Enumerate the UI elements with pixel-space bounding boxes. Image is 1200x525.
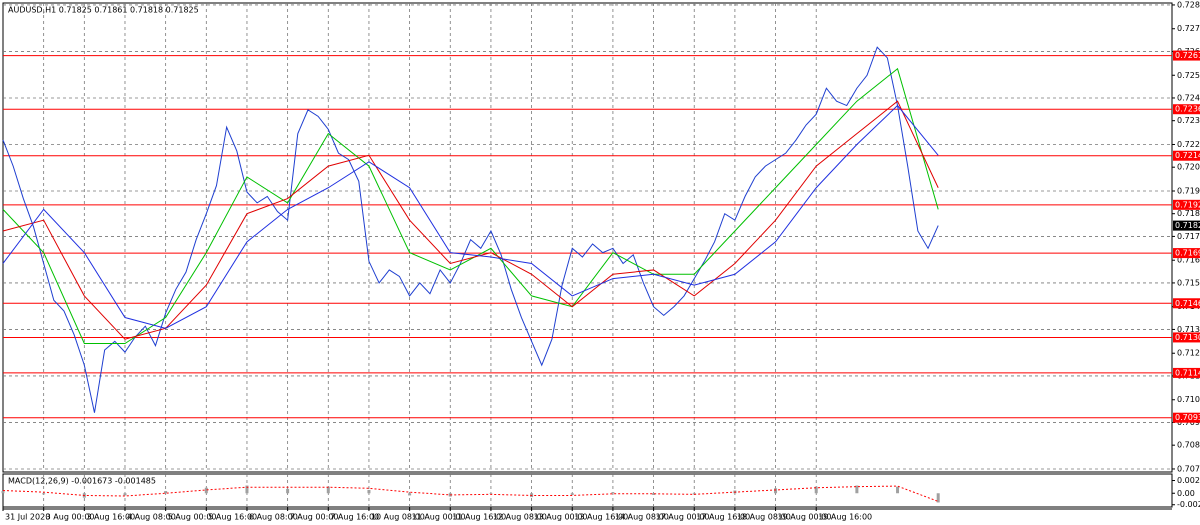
y-tick-label: 0.70700 (1177, 464, 1200, 473)
x-tick-label: 3 Aug 16:00 (86, 513, 135, 522)
level-label-box (1173, 332, 1200, 343)
level-label-box (1173, 298, 1200, 309)
y-tick-label: 0.71020 (1177, 395, 1200, 404)
level-label: 0.70937 (1175, 413, 1200, 422)
y-tick-label: 0.71345 (1177, 325, 1200, 334)
y-tick-label: 0.72415 (1177, 93, 1200, 102)
macd-title: MACD(12,26,9) -0.001673 -0.001485 (8, 477, 156, 486)
x-tick-label: 18 Aug 08:00 (737, 513, 791, 522)
macd-bar (936, 493, 940, 503)
y-tick-label: 0.72520 (1177, 71, 1200, 80)
y-tick-label: 0.71880 (1177, 209, 1200, 218)
level-label: 0.71144 (1175, 368, 1200, 377)
chart-title: AUDUSD,H1 0.71825 0.71861 0.71818 0.7182… (8, 6, 199, 15)
x-tick-label: 3 Aug 00:00 (46, 513, 95, 522)
level-label-box (1173, 367, 1200, 378)
current-price-label: 0.71825 (1175, 221, 1200, 230)
x-tick-label: 13 Aug 16:00 (574, 513, 628, 522)
x-tick-label: 6 Aug 08:00 (249, 513, 298, 522)
level-label-box (1173, 248, 1200, 259)
macd-bar (286, 488, 290, 494)
macd-bar (611, 492, 615, 494)
x-tick-label: 7 Aug 00:00 (290, 513, 339, 522)
macd-bar (245, 485, 249, 494)
y-tick-label: 0.00 (1177, 489, 1195, 498)
x-tick-label: 19 Aug 00:00 (778, 513, 832, 522)
level-label-box (1173, 50, 1200, 61)
x-tick-label: 13 Aug 00:00 (534, 513, 588, 522)
x-tick-label: 17 Aug 16:00 (696, 513, 750, 522)
x-tick-label: 5 Aug 16:00 (208, 513, 257, 522)
x-tick-label: 14 Aug 08:00 (615, 513, 669, 522)
x-tick-label: 10 Aug 08:00 (371, 513, 425, 522)
x-tick-label: 17 Aug 00:00 (656, 513, 710, 522)
macd-bar (123, 493, 127, 496)
y-tick-label: 0.71560 (1177, 278, 1200, 287)
level-label-box (1173, 199, 1200, 210)
level-label: 0.71698 (1175, 249, 1200, 258)
macd-bar (570, 493, 574, 495)
macd-bar (489, 493, 493, 494)
y-tick-label: 0.72735 (1177, 24, 1200, 33)
macd-bar (855, 485, 859, 494)
macd-bar (896, 486, 900, 494)
x-tick-label: 7 Aug 16:00 (330, 513, 379, 522)
level-label-box (1173, 412, 1200, 423)
level-label: 0.71466 (1175, 299, 1200, 308)
level-label: 0.72148 (1175, 151, 1200, 160)
y-tick-label: 0.72845 (1177, 0, 1200, 9)
x-tick-label: 31 Jul 2020 (5, 513, 50, 522)
y-tick-label: 0.72095 (1177, 163, 1200, 172)
macd-bar (814, 486, 818, 494)
level-label: 0.71921 (1175, 200, 1200, 209)
moving-average (2, 100, 939, 340)
main-panel (2, 2, 1173, 473)
y-tick-label: -0.00209 (1177, 500, 1200, 509)
x-tick-label: 11 Aug 00:00 (412, 513, 466, 522)
y-tick-label: 0.72200 (1177, 140, 1200, 149)
x-tick-label: 5 Aug 00:00 (168, 513, 217, 522)
moving-average (2, 67, 939, 345)
macd-bar (204, 487, 208, 494)
x-tick-label: 11 Aug 16:00 (452, 513, 506, 522)
macd-bar (42, 493, 46, 495)
macd-bar (408, 493, 412, 496)
x-tick-label: 12 Aug 08:00 (493, 513, 547, 522)
y-tick-label: 0.72310 (1177, 116, 1200, 125)
x-tick-label: 19 Aug 16:00 (818, 513, 872, 522)
macd-bar (326, 486, 330, 494)
macd-bar (652, 493, 656, 495)
macd-signal (2, 485, 939, 502)
x-tick-label: 4 Aug 08:00 (127, 513, 176, 522)
macd-bar (774, 488, 778, 494)
moving-average (2, 104, 939, 329)
y-tick-label: 0.71985 (1177, 186, 1200, 195)
y-tick-label: 0.71775 (1177, 232, 1200, 241)
y-tick-label: 0.71235 (1177, 349, 1200, 358)
level-label: 0.72363 (1175, 105, 1200, 114)
macd-bar (367, 489, 371, 494)
level-label: 0.71308 (1175, 333, 1200, 342)
level-label-box (1173, 104, 1200, 115)
macd-bar (692, 493, 696, 495)
y-tick-label: 0.002315 (1177, 476, 1200, 485)
macd-bar (164, 491, 168, 494)
macd-bar (1, 491, 5, 494)
level-label: 0.72611 (1175, 51, 1200, 60)
price-line (2, 46, 939, 413)
current-price-box (1173, 220, 1200, 231)
level-label-box (1173, 150, 1200, 161)
y-tick-label: 0.71665 (1177, 256, 1200, 265)
y-tick-label: 0.70810 (1177, 441, 1200, 450)
